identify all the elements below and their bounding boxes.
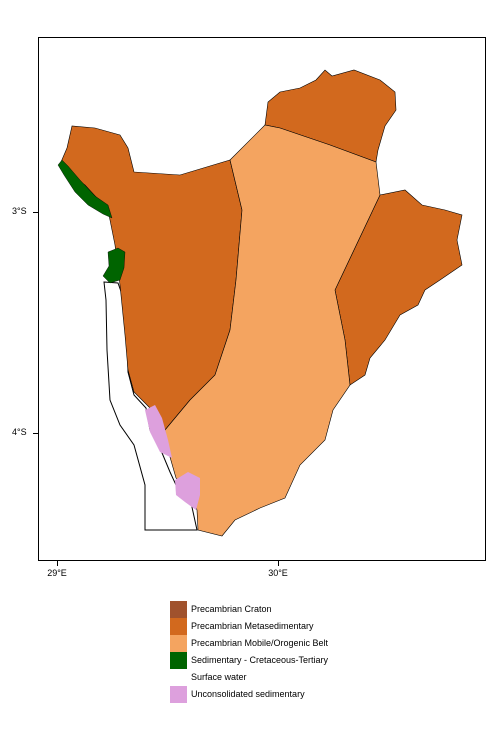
legend-item-metasedimentary: Precambrian Metasedimentary [170, 618, 470, 635]
sedimentary-strip-north [57, 159, 113, 219]
legend-label: Sedimentary - Cretaceous-Tertiary [191, 655, 329, 665]
legend-swatch [170, 652, 187, 669]
legend-item-surface-water: Surface water [170, 669, 470, 686]
unconsolidated-patch-south [175, 472, 200, 510]
legend-swatch [170, 669, 187, 686]
x-tick-label-30e: 30°E [268, 568, 288, 578]
legend-label: Unconsolidated sedimentary [191, 689, 305, 699]
legend-label: Precambrian Metasedimentary [191, 621, 314, 631]
x-tick-label-29e: 29°E [47, 568, 67, 578]
y-tick-mark-3s [33, 212, 38, 213]
y-tick-mark-4s [33, 433, 38, 434]
legend-label: Precambrian Craton [191, 604, 272, 614]
legend-item-craton: Precambrian Craton [170, 601, 470, 618]
legend-swatch [170, 686, 187, 703]
y-tick-label-3s: 3°S [12, 206, 27, 216]
legend-item-unconsolidated: Unconsolidated sedimentary [170, 686, 470, 703]
legend-label: Precambrian Mobile/Orogenic Belt [191, 638, 329, 648]
mobile-orogenic-belt [164, 124, 381, 537]
y-tick-label-4s: 4°S [12, 427, 27, 437]
legend-item-sedimentary: Sedimentary - Cretaceous-Tertiary [170, 652, 470, 669]
x-tick-mark-30e [278, 561, 279, 566]
legend-item-mobile-belt: Precambrian Mobile/Orogenic Belt [170, 635, 470, 652]
unconsolidated-patch-north [145, 405, 172, 458]
legend-swatch [170, 601, 187, 618]
legend-label: Surface water [191, 672, 247, 682]
x-tick-mark-29e [57, 561, 58, 566]
legend-swatch [170, 635, 187, 652]
sedimentary-patch-south [102, 247, 126, 284]
legend-swatch [170, 618, 187, 635]
